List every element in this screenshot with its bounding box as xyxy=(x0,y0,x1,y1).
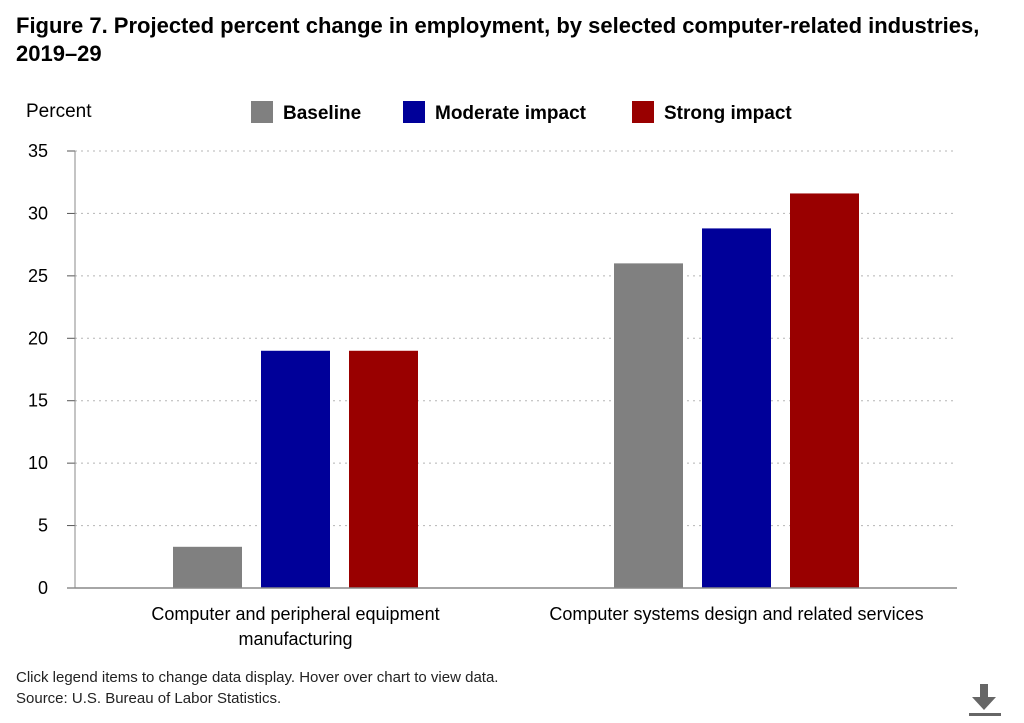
bar-baseline[interactable]: Baseline: 26 xyxy=(614,263,683,588)
y-tick-label: 25 xyxy=(28,266,48,286)
legend-item-baseline[interactable]: Baseline xyxy=(251,101,361,124)
y-tick-label: 0 xyxy=(38,578,48,598)
chart-instructions: Click legend items to change data displa… xyxy=(16,669,499,686)
y-axis-label: Percent xyxy=(26,101,92,122)
bar-moderate-impact[interactable]: Moderate impact: 28.8 xyxy=(702,228,771,588)
legend-swatch xyxy=(403,101,425,123)
legend-label: Baseline xyxy=(283,103,361,124)
legend-swatch xyxy=(632,101,654,123)
x-category-label: Computer and peripheral equipment xyxy=(151,604,439,624)
download-button[interactable] xyxy=(966,680,1006,718)
y-tick-label: 10 xyxy=(28,453,48,473)
x-category-label: Computer systems design and related serv… xyxy=(549,604,923,624)
axes xyxy=(74,151,957,589)
y-tick-label: 35 xyxy=(28,141,48,161)
legend-label: Moderate impact xyxy=(435,103,587,124)
y-tick-label: 20 xyxy=(28,328,48,348)
download-icon xyxy=(969,684,1001,716)
legend-item-moderate-impact[interactable]: Moderate impact xyxy=(403,101,587,124)
bar-moderate-impact[interactable]: Moderate impact: 19 xyxy=(261,350,330,588)
bar-strong-impact[interactable]: Strong impact: 19 xyxy=(349,350,418,588)
bars[interactable]: Baseline: 3.3 Moderate impact: 19 Strong i… xyxy=(173,193,859,589)
bar-baseline[interactable]: Baseline: 3.3 xyxy=(173,546,242,588)
chart-title: Figure 7. Projected percent change in em… xyxy=(16,13,980,66)
y-axis-ticks: 0 5 10 15 20 25 30 35 xyxy=(28,141,75,598)
legend-item-strong-impact[interactable]: Strong impact xyxy=(632,101,792,124)
y-tick-label: 15 xyxy=(28,391,48,411)
y-tick-label: 30 xyxy=(28,203,48,223)
bar-strong-impact[interactable]: Strong impact: 31.6 xyxy=(790,193,859,589)
source-note: Source: U.S. Bureau of Labor Statistics. xyxy=(16,690,282,707)
x-axis-labels: Computer and peripheral equipment manufac… xyxy=(151,604,923,649)
y-tick-label: 5 xyxy=(38,516,48,536)
legend-label: Strong impact xyxy=(664,103,792,124)
bar-chart[interactable]: Percent Baseline Moderate impact Strong im… xyxy=(0,0,1024,660)
legend[interactable]: Baseline Moderate impact Strong impact xyxy=(251,101,792,124)
x-category-label: manufacturing xyxy=(238,629,352,649)
legend-swatch xyxy=(251,101,273,123)
